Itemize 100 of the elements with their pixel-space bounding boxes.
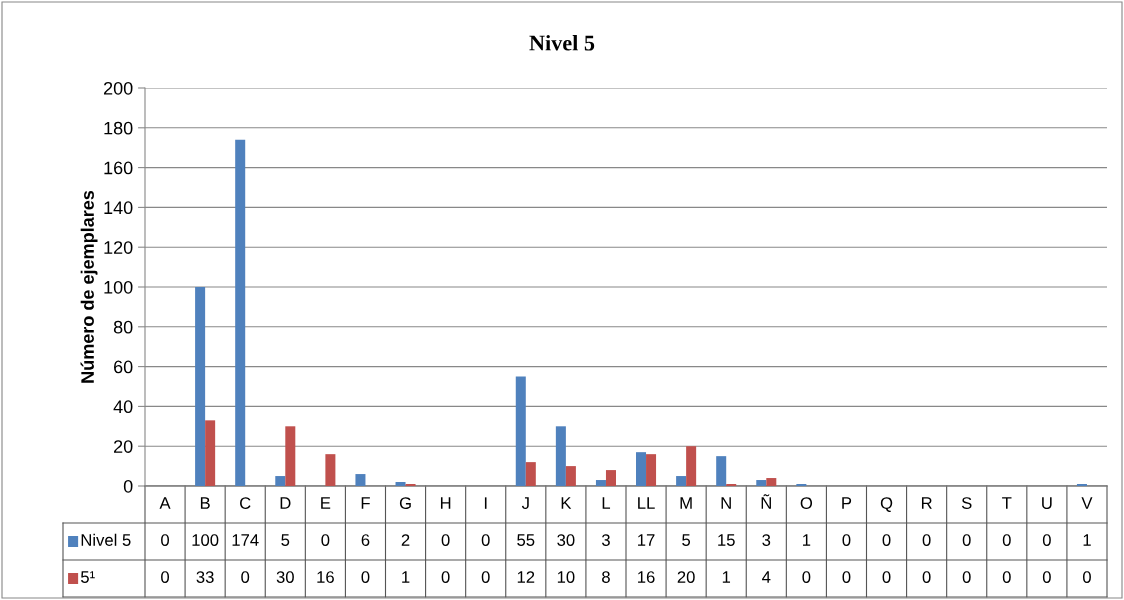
bar [275, 476, 286, 486]
data-label: 33 [196, 571, 214, 583]
data-label: 0 [922, 571, 931, 583]
data-label: 0 [802, 571, 811, 583]
x-tick-label: E [321, 497, 331, 509]
bar [595, 480, 606, 486]
x-tick-label: F [361, 497, 370, 509]
bar [716, 456, 727, 486]
x-tick-label: Q [880, 497, 893, 512]
bar [285, 426, 296, 486]
x-tick-label: R [921, 497, 932, 509]
x-tick-label: T [1002, 497, 1012, 509]
x-tick-label: N [721, 497, 731, 509]
y-tick-label: 40 [113, 400, 133, 414]
data-label: 16 [638, 571, 655, 583]
data-label: 0 [481, 534, 490, 546]
data-label: 30 [557, 534, 575, 546]
bar [515, 376, 526, 486]
data-label: 4 [762, 571, 771, 583]
data-label: 10 [557, 571, 575, 583]
bar [756, 480, 767, 486]
bar [766, 478, 777, 486]
x-tick-label: A [159, 497, 171, 509]
x-tick-label: K [561, 497, 572, 509]
data-label: 0 [842, 571, 851, 583]
data-label: 1 [402, 571, 410, 583]
data-label: 0 [882, 571, 891, 583]
x-tick-label: H [440, 497, 451, 509]
data-label: 1 [1083, 534, 1091, 546]
data-label: 100 [192, 534, 219, 546]
y-tick-label: 100 [104, 280, 133, 294]
data-label: 0 [1002, 571, 1011, 583]
data-label: 0 [241, 571, 250, 583]
bar [355, 474, 366, 486]
x-tick-label: M [680, 497, 692, 509]
x-tick-label: O [800, 497, 813, 509]
bar [555, 426, 566, 486]
legend-label: 5¹ [80, 571, 95, 583]
data-label: 0 [441, 534, 450, 546]
x-tick-label: D [280, 497, 291, 509]
x-tick-label: S [961, 497, 972, 509]
data-label: 16 [317, 571, 334, 583]
bar [235, 139, 246, 486]
data-label: 15 [718, 534, 735, 546]
x-tick-label: J [521, 497, 529, 509]
data-label: 0 [922, 534, 931, 546]
data-label: 0 [161, 534, 170, 546]
data-label: 0 [441, 571, 450, 583]
data-label: 20 [677, 571, 695, 583]
data-label: 0 [882, 534, 891, 546]
x-tick-label: LL [638, 497, 655, 509]
y-tick-label: 20 [114, 440, 133, 453]
data-label: 0 [842, 534, 851, 546]
data-label: 0 [1042, 571, 1051, 583]
data-label: 0 [481, 571, 490, 583]
y-tick-label: 200 [103, 81, 133, 95]
bar [205, 420, 216, 486]
data-label: 3 [762, 534, 771, 546]
data-label: 0 [962, 534, 971, 546]
x-tick-label: V [1081, 497, 1093, 509]
bar [636, 452, 647, 486]
data-label: 3 [601, 534, 610, 546]
bar [565, 466, 576, 486]
legend-label: Nivel 5 [81, 533, 131, 546]
data-label: 0 [361, 571, 370, 583]
bar [646, 454, 657, 486]
y-axis-title: Número de ejemplares [80, 190, 98, 383]
x-tick-label: G [399, 497, 411, 509]
y-tick-label: 0 [123, 479, 133, 493]
y-tick-label: 60 [114, 360, 133, 374]
data-label: 0 [1002, 534, 1011, 546]
data-label: 55 [517, 534, 535, 546]
data-label: 174 [232, 534, 259, 546]
data-label: 0 [1042, 534, 1051, 546]
bar [605, 470, 616, 486]
y-tick-label: 80 [113, 320, 133, 334]
bar [195, 287, 206, 486]
x-tick-label: B [200, 497, 210, 509]
data-label: 5 [682, 534, 691, 546]
x-tick-label: I [484, 497, 487, 509]
x-tick-label: P [842, 497, 852, 509]
bar [686, 446, 697, 486]
x-tick-label: C [240, 497, 251, 509]
chart-title: Nivel 5 [529, 34, 595, 51]
x-tick-label: U [1042, 497, 1052, 509]
data-label: 0 [1082, 571, 1091, 583]
y-tick-label: 140 [104, 201, 133, 215]
x-tick-label: Ñ [761, 494, 771, 509]
data-label: 0 [321, 534, 330, 546]
data-label: 1 [803, 534, 811, 546]
data-label: 5 [281, 534, 290, 546]
y-tick-label: 180 [104, 121, 133, 135]
bar [525, 462, 536, 486]
data-label: 1 [722, 571, 731, 583]
bar [676, 476, 687, 486]
data-label: 17 [638, 534, 655, 546]
data-label: 12 [517, 571, 535, 583]
data-label: 8 [602, 571, 610, 583]
bar [395, 482, 406, 486]
x-tick-label: L [602, 497, 611, 509]
